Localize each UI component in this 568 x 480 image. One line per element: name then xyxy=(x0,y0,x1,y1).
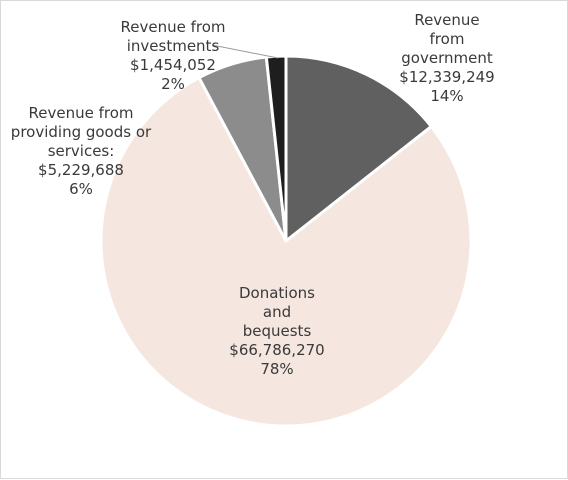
slice-donations-label-line-0: Donations xyxy=(239,284,315,302)
slice-goods-label-line-2: services: xyxy=(48,142,115,160)
slice-government-label-line-0: Revenue xyxy=(414,11,479,29)
pie-slice-government xyxy=(284,54,433,243)
slice-goods-percent-text: 6% xyxy=(69,180,93,198)
slice-donations-percent-text: 78% xyxy=(260,360,293,378)
slice-donations-label-line-2: bequests xyxy=(243,322,312,340)
slice-government-value-text: $12,339,249 xyxy=(399,68,494,86)
slice-label-government: Revenue from government $12,339,249 14% xyxy=(399,11,494,105)
slice-labels: Revenue from government $12,339,249 14% Donat… xyxy=(11,11,495,378)
slice-goods-label-line-0: Revenue from xyxy=(29,104,134,122)
slice-label-donations: Donations and bequests $66,786,270 78% xyxy=(229,284,324,378)
investments-leader-line xyxy=(211,44,279,59)
pie-slice-donations xyxy=(99,76,473,428)
slice-government-label-line-2: government xyxy=(401,49,493,67)
slice-donations-label-line-1: and xyxy=(263,303,291,321)
slice-investments-label-line-1: investments xyxy=(127,37,220,55)
slice-goods-label-line-1: providing goods or xyxy=(11,123,152,141)
slice-goods-value-text: $5,229,688 xyxy=(38,161,124,179)
slice-donations-value-text: $66,786,270 xyxy=(229,341,324,359)
slice-investments-value-text: $1,454,052 xyxy=(130,56,216,74)
pie-slice-investments xyxy=(264,54,288,243)
slice-label-goods: Revenue from providing goods or services: $… xyxy=(11,104,152,198)
slice-investments-percent-text: 2% xyxy=(161,75,185,93)
slice-government-percent-text: 14% xyxy=(430,87,463,105)
pie-slices xyxy=(99,54,473,428)
slice-label-investments: Revenue from investments $1,454,052 2% xyxy=(121,18,226,93)
slice-investments-label-line-0: Revenue from xyxy=(121,18,226,36)
slice-government-label-line-1: from xyxy=(430,30,465,48)
